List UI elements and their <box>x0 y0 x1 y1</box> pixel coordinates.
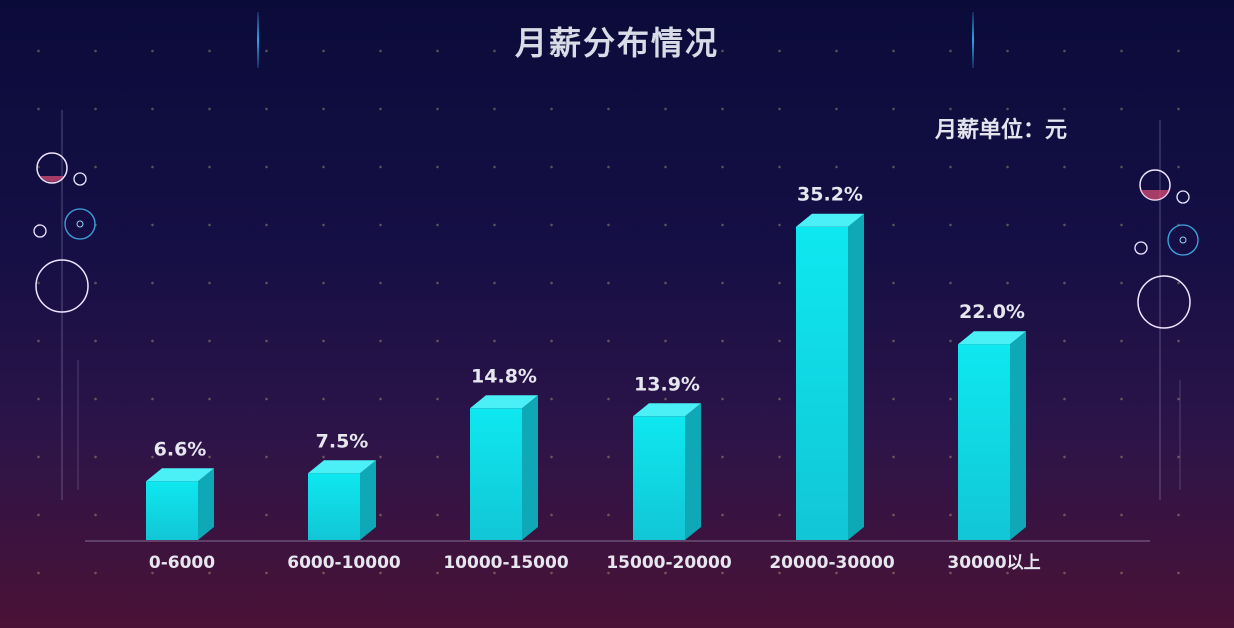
bar-1 <box>146 468 214 540</box>
bar-front <box>958 344 1010 540</box>
x-tick-label: 15000-20000 <box>606 553 732 573</box>
bar-4 <box>633 403 701 540</box>
bar-side <box>360 460 376 540</box>
bar-side <box>685 403 701 540</box>
bar-top <box>633 403 701 417</box>
bar-front <box>146 481 198 540</box>
x-tick-label: 20000-30000 <box>769 553 895 573</box>
bar-side <box>522 395 538 540</box>
bar-front <box>308 473 360 540</box>
x-tick-label: 30000以上 <box>947 553 1040 573</box>
bar-front <box>633 416 685 540</box>
value-label: 35.2% <box>797 184 863 206</box>
x-tick-label: 0-6000 <box>149 553 215 573</box>
bar-3 <box>470 395 538 540</box>
bar-top <box>958 331 1026 345</box>
bar-top <box>470 395 538 409</box>
left-bubbles-icon <box>33 110 96 500</box>
value-label: 6.6% <box>154 438 207 460</box>
x-tick-label: 6000-10000 <box>287 553 401 573</box>
bar-side <box>1010 331 1026 540</box>
unit-note: 月薪单位：元 <box>935 118 1068 143</box>
value-label: 13.9% <box>634 373 700 395</box>
value-label: 22.0% <box>959 301 1025 323</box>
title-divider-left <box>257 12 259 68</box>
bar-side <box>198 468 214 540</box>
value-label: 7.5% <box>316 430 369 452</box>
bar-top <box>796 213 864 227</box>
chart-title: 月薪分布情况 <box>514 24 719 62</box>
bar-front <box>796 226 848 540</box>
value-label: 14.8% <box>471 365 537 387</box>
bar-6 <box>958 331 1026 540</box>
bar-top <box>308 460 376 474</box>
bar-side <box>848 213 864 540</box>
bar-2 <box>308 460 376 540</box>
right-bubbles-icon <box>1134 120 1199 500</box>
bar-front <box>470 408 522 540</box>
x-tick-label: 10000-15000 <box>443 553 569 573</box>
bar-5 <box>796 213 864 540</box>
bar-top <box>146 468 214 482</box>
title-divider-right <box>972 12 974 68</box>
